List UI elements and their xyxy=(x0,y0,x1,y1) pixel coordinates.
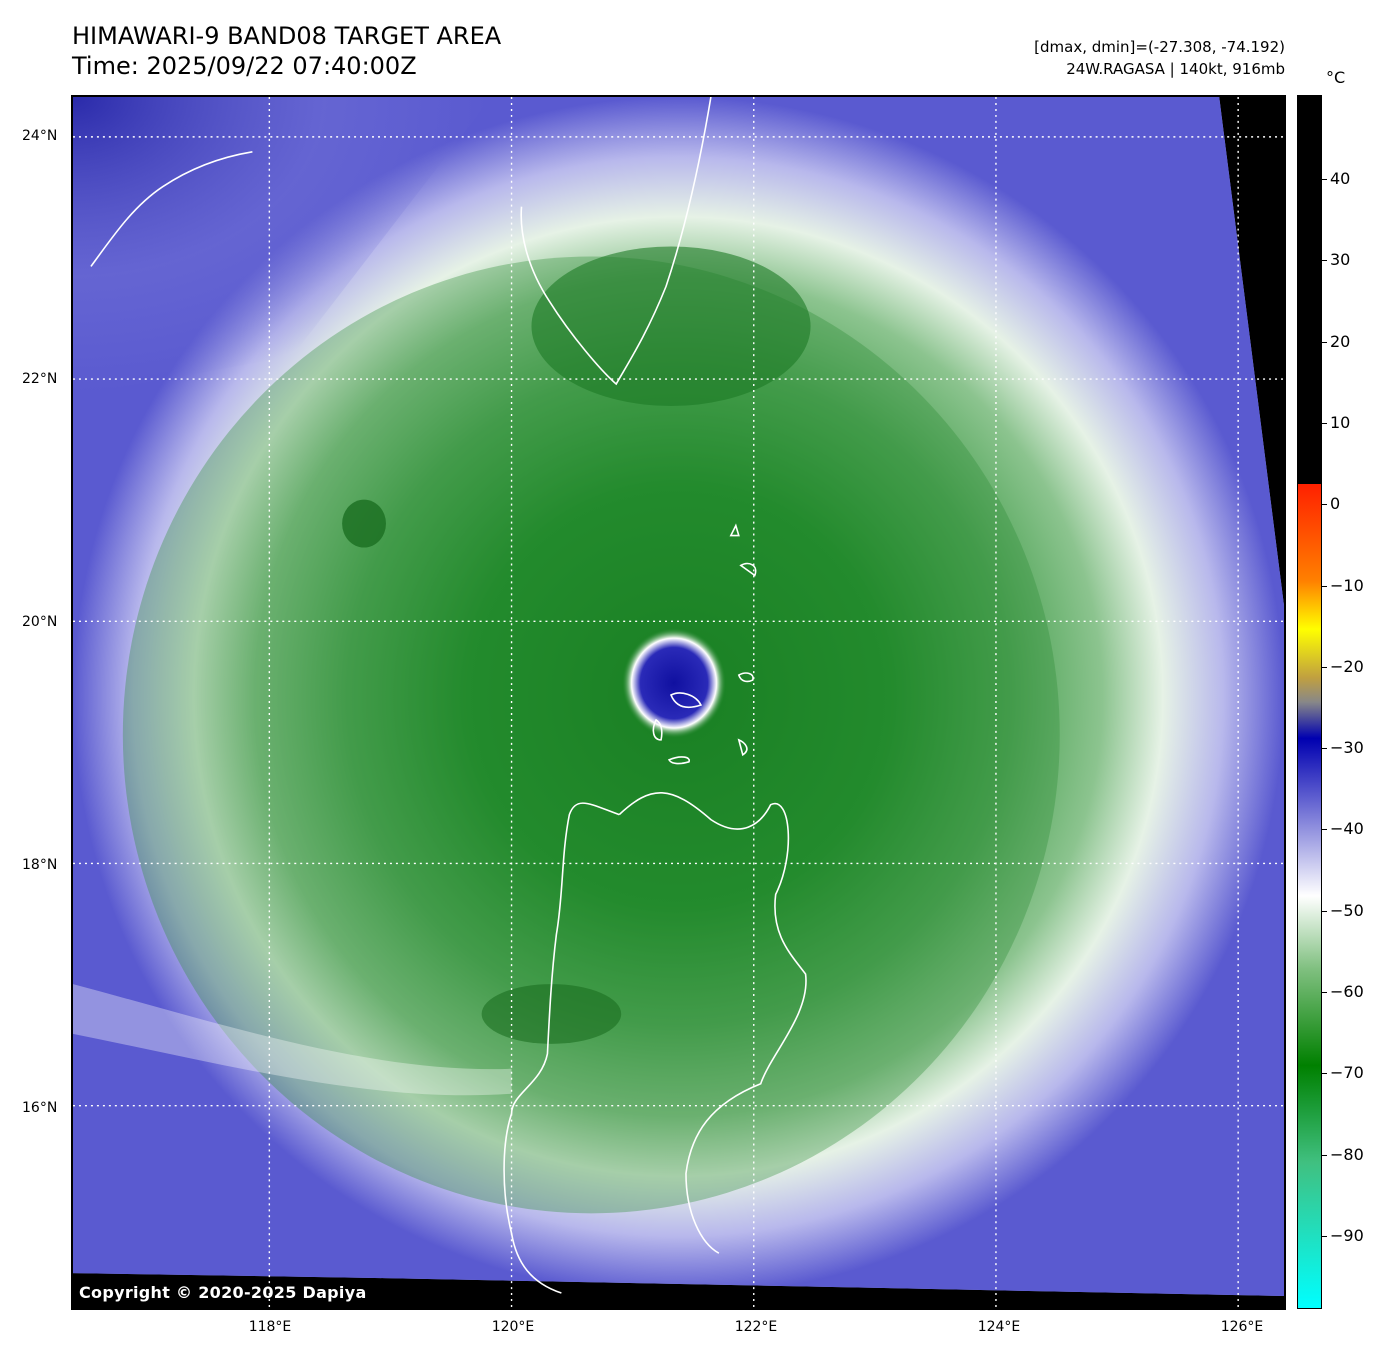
colorbar-tick-mark xyxy=(1322,260,1327,262)
lat-label: 20°N xyxy=(22,614,58,630)
colorbar-tick-mark xyxy=(1322,585,1327,587)
lon-label: 126°E xyxy=(1220,1319,1264,1335)
colorbar-tick-label: −60 xyxy=(1330,982,1364,1001)
satellite-image xyxy=(73,97,1284,1308)
lon-label: 124°E xyxy=(977,1319,1021,1335)
colorbar-tick-label: −80 xyxy=(1330,1144,1364,1164)
colorbar-tick-mark xyxy=(1322,992,1327,993)
colorbar-tick-label: −50 xyxy=(1330,900,1364,920)
lon-label: 118°E xyxy=(248,1319,292,1335)
image-title: HIMAWARI-9 BAND08 TARGET AREA xyxy=(72,22,502,50)
satellite-map: Copyright © 2020-2025 Dapiya xyxy=(71,95,1286,1310)
lat-label: 18°N xyxy=(22,857,58,873)
image-time: Time: 2025/09/22 07:40:00Z xyxy=(72,52,417,80)
colorbar-tick-label: 40 xyxy=(1330,169,1351,188)
lat-label: 22°N xyxy=(22,371,58,387)
colorbar-tick-label: −90 xyxy=(1330,1225,1364,1245)
colorbar-tick-label: 30 xyxy=(1330,250,1351,270)
lat-label: 24°N xyxy=(22,128,58,144)
colorbar-tick-mark xyxy=(1322,422,1327,424)
colorbar-tick-mark xyxy=(1322,1073,1327,1075)
colorbar-tick-label: 20 xyxy=(1330,331,1351,351)
colorbar-tick-mark xyxy=(1322,179,1327,180)
colorbar-tick-label: 0 xyxy=(1330,494,1341,514)
colorbar-unit: °C xyxy=(1326,68,1346,87)
colorbar-tick-mark xyxy=(1322,341,1327,343)
lon-label: 122°E xyxy=(734,1319,778,1335)
colorbar xyxy=(1297,95,1322,1309)
colorbar-tick-mark xyxy=(1322,504,1327,506)
colorbar-tick-mark xyxy=(1322,1154,1327,1156)
colorbar-tick-label: −10 xyxy=(1330,575,1364,595)
colorbar-tick-mark xyxy=(1322,910,1327,912)
colorbar-tick-mark xyxy=(1322,748,1327,750)
colorbar-tick-label: −70 xyxy=(1330,1063,1364,1083)
colorbar-tick-label: −20 xyxy=(1330,656,1364,676)
copyright-text: Copyright © 2020-2025 Dapiya xyxy=(79,1283,367,1302)
colorbar-tick-label: −40 xyxy=(1330,819,1364,839)
colorbar-tick-mark xyxy=(1322,829,1327,831)
colorbar-tick-mark xyxy=(1322,666,1327,668)
storm-text: 24W.RAGASA | 140kt, 916mb xyxy=(1066,60,1285,78)
colorbar-tick-label: 10 xyxy=(1330,412,1351,432)
colorbar-tick-mark xyxy=(1322,1235,1327,1237)
lat-label: 16°N xyxy=(22,1100,58,1116)
colorbar-tick-label: −30 xyxy=(1330,738,1364,758)
range-text: [dmax, dmin]=(-27.308, -74.192) xyxy=(1034,38,1285,56)
lon-label: 120°E xyxy=(491,1319,535,1335)
